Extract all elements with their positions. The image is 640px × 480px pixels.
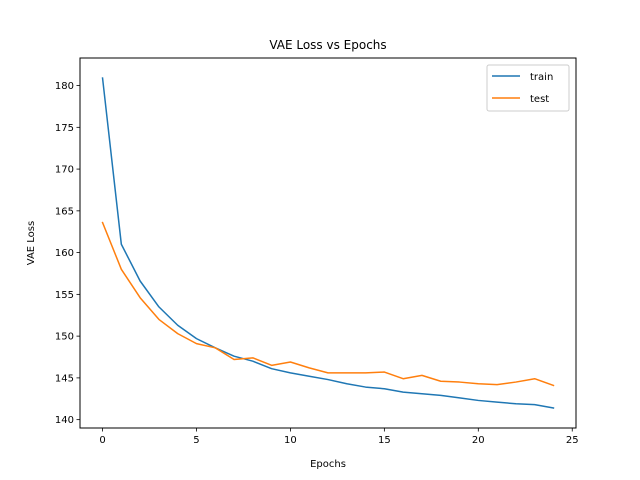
y-tick-label: 170 (55, 165, 74, 176)
y-tick-label: 155 (55, 290, 74, 301)
x-tick-label: 10 (284, 435, 297, 446)
y-tick-label: 150 (55, 332, 74, 343)
y-tick-label: 160 (55, 248, 74, 259)
legend-box (486, 64, 570, 112)
legend-label-test: test (530, 94, 549, 105)
x-tick-label: 25 (566, 435, 579, 446)
legend-label-train: train (530, 72, 553, 83)
y-tick-label: 180 (55, 81, 74, 92)
series-line-train (101, 77, 555, 409)
x-tick-label: 5 (193, 435, 199, 446)
x-tick-label: 0 (99, 435, 105, 446)
y-tick-label: 145 (55, 373, 74, 384)
x-axis-label: Epochs (310, 459, 346, 470)
y-tick-label: 165 (55, 206, 74, 217)
plot-frame (79, 57, 577, 429)
y-axis-label: VAE Loss (26, 221, 37, 265)
y-tick-label: 140 (55, 415, 74, 426)
legend: train test (486, 64, 570, 112)
plot-area (101, 77, 555, 409)
series-line-test (101, 221, 555, 387)
y-tick-label: 175 (55, 123, 74, 134)
x-tick-label: 20 (472, 435, 485, 446)
x-tick-label: 15 (378, 435, 391, 446)
chart-title: VAE Loss vs Epochs (269, 38, 386, 52)
